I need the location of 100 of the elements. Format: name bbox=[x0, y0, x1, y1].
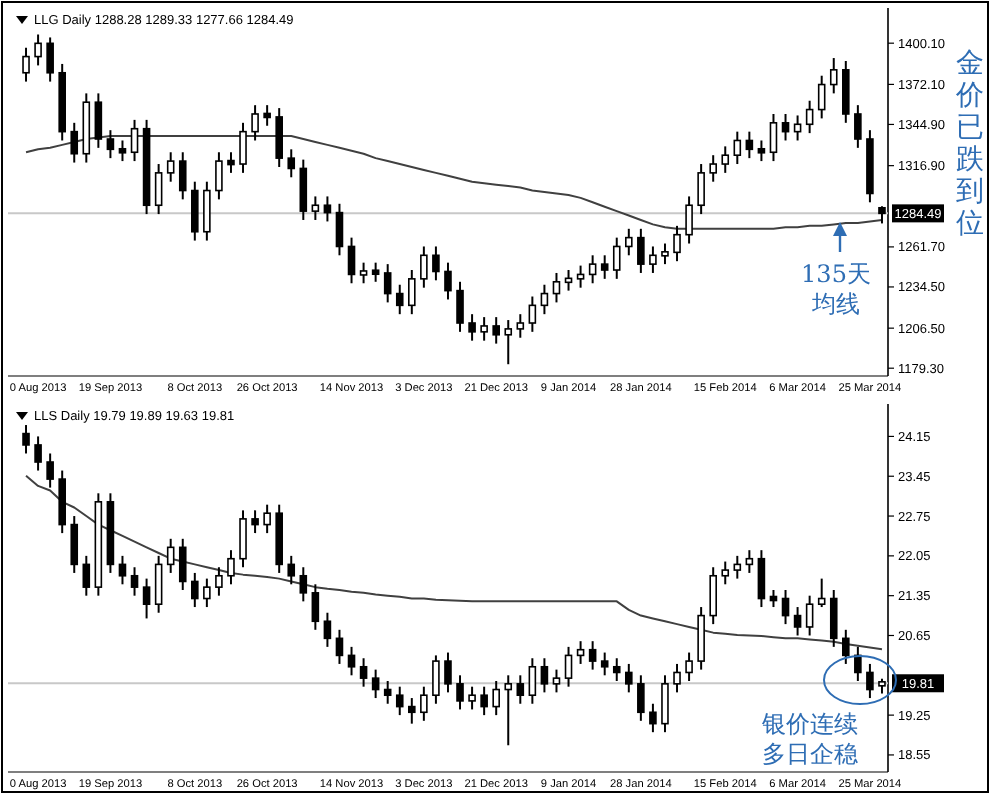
candlestick bbox=[335, 202, 344, 257]
candlestick bbox=[769, 112, 778, 163]
candlestick bbox=[854, 645, 862, 682]
candlestick bbox=[721, 560, 730, 586]
candlestick bbox=[263, 104, 271, 127]
candlestick bbox=[371, 261, 380, 283]
candlestick bbox=[215, 151, 223, 201]
candlestick bbox=[383, 263, 392, 304]
candlestick bbox=[817, 577, 826, 609]
candlestick bbox=[456, 674, 464, 711]
candlestick bbox=[805, 594, 814, 637]
candlestick bbox=[793, 606, 802, 637]
candlestick bbox=[371, 668, 380, 700]
candlestick bbox=[130, 118, 139, 163]
candlestick bbox=[408, 269, 416, 316]
candlestick bbox=[805, 99, 814, 135]
candlestick bbox=[34, 435, 42, 472]
candlestick bbox=[504, 674, 513, 747]
candlestick bbox=[709, 566, 717, 626]
candlestick bbox=[239, 121, 247, 174]
candlestick bbox=[540, 657, 549, 694]
candlestick bbox=[154, 163, 163, 216]
candlestick bbox=[649, 702, 657, 734]
candlestick bbox=[612, 236, 621, 280]
candlestick bbox=[697, 606, 705, 671]
candlestick bbox=[480, 685, 488, 717]
candlestick bbox=[673, 662, 681, 694]
candlestick bbox=[516, 674, 525, 705]
candlestick bbox=[504, 319, 513, 366]
candlestick bbox=[70, 121, 79, 164]
candlestick bbox=[468, 313, 476, 342]
candlestick bbox=[408, 697, 416, 725]
candlestick bbox=[215, 566, 223, 597]
candlestick bbox=[130, 566, 139, 597]
candlestick bbox=[191, 180, 199, 242]
candlestick bbox=[817, 74, 826, 120]
candlestick bbox=[576, 640, 585, 665]
candlestick bbox=[227, 549, 235, 586]
candlestick bbox=[251, 104, 259, 142]
candlestick bbox=[661, 242, 669, 266]
candlestick bbox=[588, 640, 597, 671]
candlestick bbox=[600, 254, 609, 280]
candlestick bbox=[757, 139, 766, 163]
candlestick bbox=[612, 657, 621, 682]
candlestick bbox=[94, 92, 103, 149]
candlestick bbox=[540, 283, 549, 316]
candlestick bbox=[299, 566, 308, 603]
candlestick bbox=[456, 280, 464, 333]
candlestick bbox=[34, 33, 42, 67]
candlestick bbox=[781, 112, 790, 142]
candlestick bbox=[22, 424, 30, 455]
candlestick bbox=[721, 145, 730, 174]
candlestick bbox=[347, 236, 356, 285]
candlestick bbox=[359, 261, 368, 285]
candlestick bbox=[432, 245, 440, 282]
candlestick bbox=[154, 554, 163, 614]
candlestick bbox=[866, 662, 874, 700]
candlestick bbox=[854, 104, 862, 149]
candlestick bbox=[781, 588, 790, 626]
candlestick bbox=[649, 245, 657, 274]
candlestick bbox=[793, 114, 802, 142]
candlestick bbox=[637, 227, 645, 274]
candlestick bbox=[552, 668, 561, 694]
annotation: 135天均线 bbox=[801, 260, 871, 318]
candlestick bbox=[842, 59, 850, 124]
candlestick bbox=[118, 139, 127, 163]
candlestick bbox=[444, 651, 452, 694]
candlestick bbox=[564, 645, 573, 688]
candlestick bbox=[733, 130, 742, 166]
candlestick bbox=[191, 571, 199, 609]
candlestick bbox=[757, 549, 766, 609]
candlestick bbox=[480, 316, 488, 342]
candlestick bbox=[383, 680, 392, 705]
candlestick bbox=[600, 651, 609, 677]
candlestick bbox=[745, 549, 754, 574]
candlestick bbox=[468, 685, 476, 711]
candlestick bbox=[492, 680, 500, 717]
candlestick bbox=[335, 628, 344, 665]
candlestick bbox=[420, 685, 428, 722]
candlestick bbox=[178, 151, 187, 201]
candlestick bbox=[106, 129, 115, 160]
candlestick bbox=[745, 130, 754, 160]
candlestick bbox=[251, 509, 259, 535]
candlestick bbox=[697, 163, 705, 216]
annotation: 银价连续多日企稳 bbox=[760, 710, 858, 768]
candlestick bbox=[203, 577, 211, 609]
candlestick bbox=[829, 57, 838, 95]
text: 金价已跌到位 bbox=[954, 48, 984, 240]
candlestick bbox=[516, 313, 525, 339]
candlestick bbox=[359, 657, 368, 688]
candlestick bbox=[528, 657, 537, 705]
candlestick bbox=[299, 158, 308, 221]
candlestick bbox=[588, 254, 597, 285]
candlestick bbox=[661, 674, 669, 734]
candlestick bbox=[70, 515, 79, 574]
candlestick bbox=[685, 195, 693, 245]
candlestick bbox=[492, 316, 500, 345]
candlestick bbox=[58, 469, 66, 535]
candlestick bbox=[275, 107, 283, 168]
candlestick bbox=[287, 554, 296, 586]
